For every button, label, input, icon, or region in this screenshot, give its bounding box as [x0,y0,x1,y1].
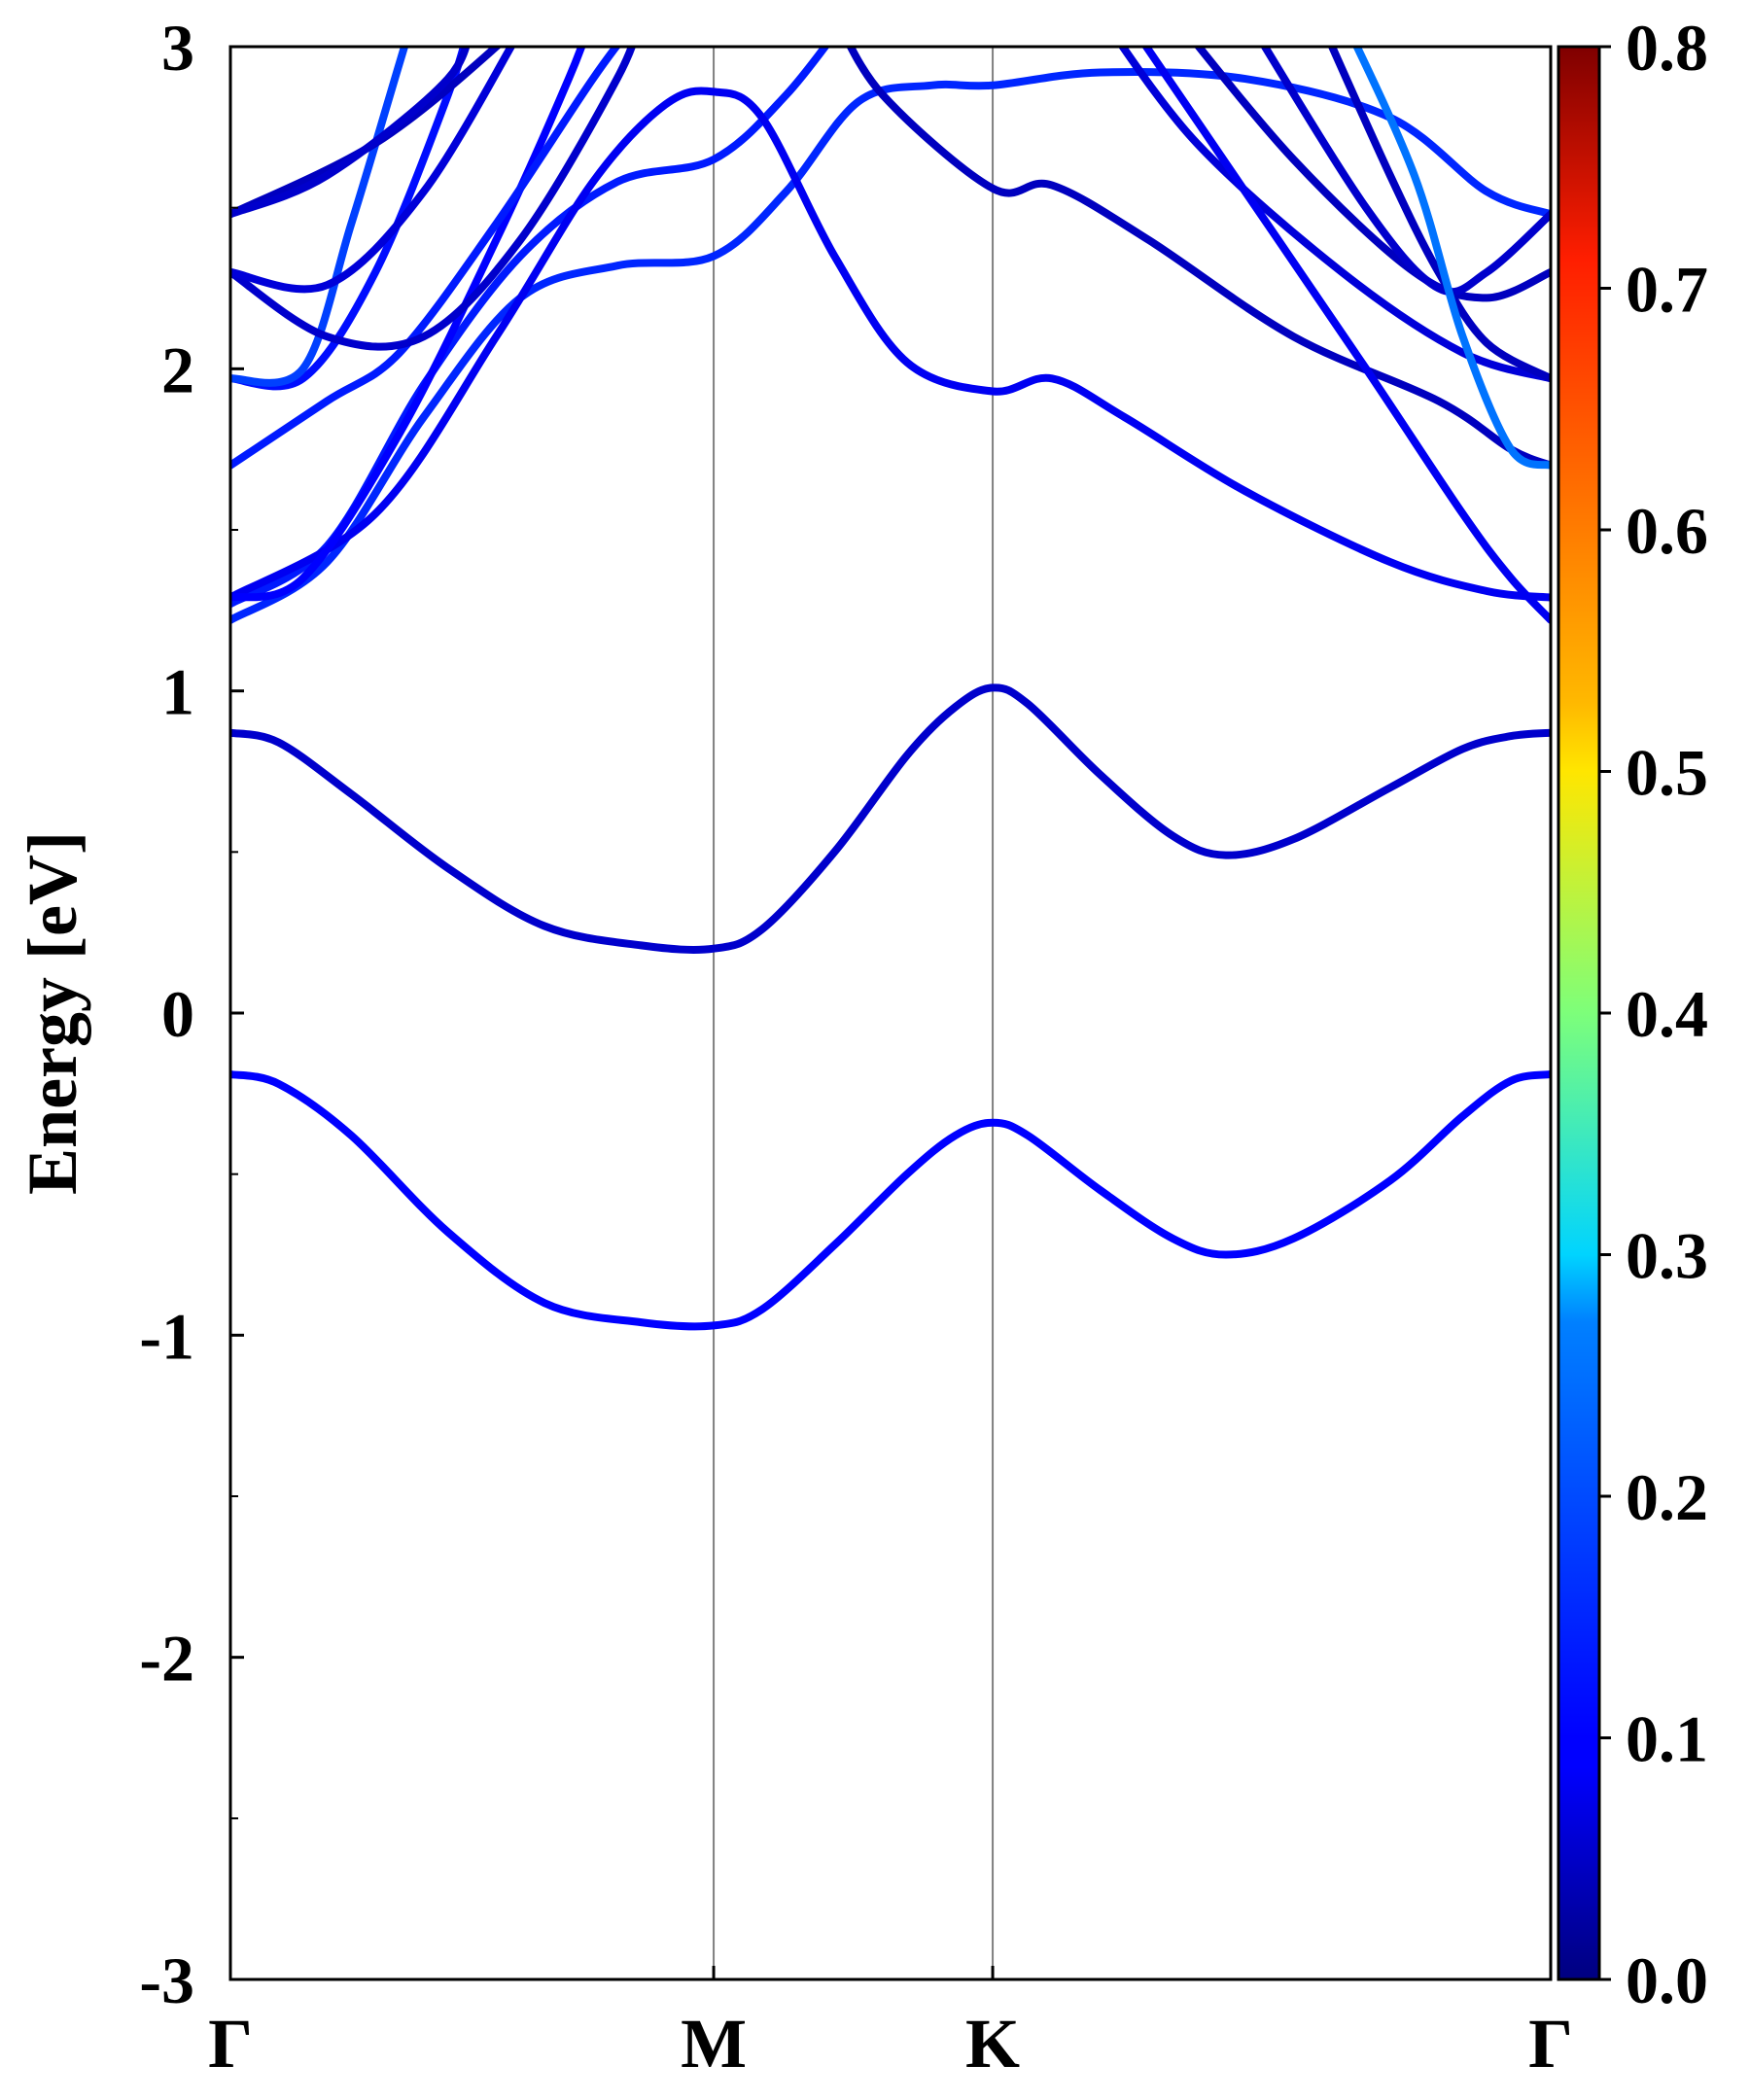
y-axis-ticks: -3 -2 -1 0 1 2 3 [139,11,244,2017]
colorbar-tick-label: 0.4 [1626,977,1708,1051]
band-line-4 [230,47,830,609]
band-line-7 [230,47,621,470]
band-line-17 [1193,47,1551,302]
kpoint-label: M [681,2005,747,2082]
band-line-2 [230,683,1551,954]
band-line-13 [230,47,471,219]
band-line-11 [230,47,516,294]
y-tick-label: 3 [161,11,194,85]
high-symmetry-lines [713,47,995,1979]
band-line-12 [230,47,503,219]
band-line-5 [230,87,1551,602]
band-line-1 [230,1070,1551,1331]
y-tick-label: -3 [139,1943,194,2017]
band-lines [230,47,1551,1331]
colorbar-ticks: 0.0 0.1 0.2 0.3 0.4 0.5 0.6 0.7 0.8 [1599,11,1708,2017]
band-line-15 [1117,47,1551,383]
y-axis-label: Energy [eV] [14,831,91,1195]
kpoint-label: Γ [208,2005,253,2082]
band-line-9 [230,47,409,387]
kpoint-label: Γ [1528,2005,1573,2082]
band-line-20 [1352,47,1551,470]
y-tick-label: -1 [139,1299,194,1373]
colorbar-tick-label: 0.6 [1626,494,1708,568]
colorbar-tick-label: 0.3 [1626,1219,1708,1293]
y-tick-label: -2 [139,1622,194,1696]
y-tick-label: 2 [161,332,194,406]
colorbar-tick-label: 0.7 [1626,253,1708,327]
colorbar-tick-label: 0.1 [1626,1702,1708,1776]
colorbar-tick-label: 0.0 [1626,1943,1708,2017]
colorbar-tick-label: 0.8 [1626,11,1708,85]
y-tick-label: 1 [161,655,194,729]
band-line-10 [230,47,637,351]
y-tick-label: 0 [161,977,194,1051]
band-line-19 [1327,47,1551,383]
band-line-6 [230,47,586,602]
kpoint-label: K [965,2005,1020,2082]
band-line-3 [230,67,1551,624]
band-line-18 [1260,47,1551,297]
colorbar-tick-label: 0.2 [1626,1460,1708,1534]
band-line-16 [1141,47,1551,624]
colorbar [1557,45,1601,1981]
band-line-14 [846,47,1551,470]
colorbar-tick-label: 0.5 [1626,736,1708,810]
